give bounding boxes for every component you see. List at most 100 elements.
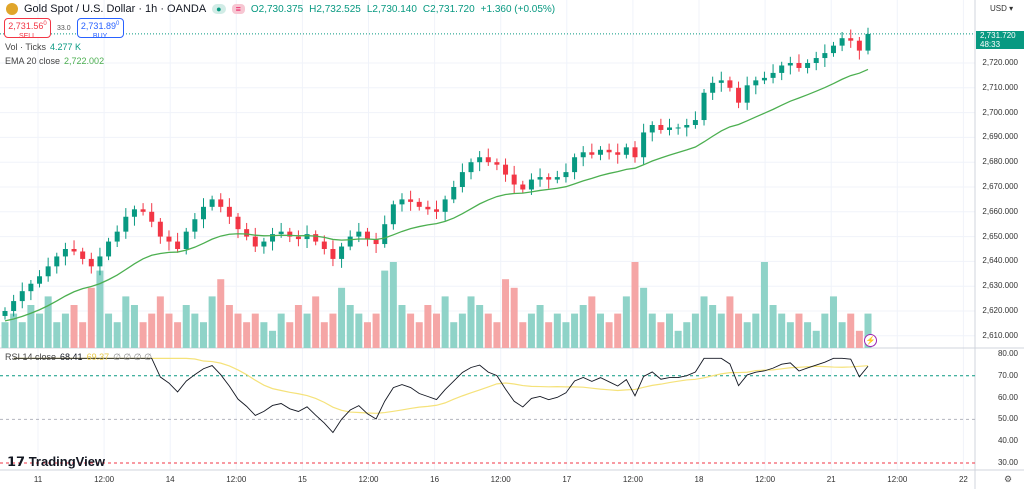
volume-bar	[424, 305, 432, 348]
candle-body	[382, 224, 388, 245]
candle-body	[192, 219, 198, 232]
volume-bar	[303, 313, 311, 348]
sell-button[interactable]: 2,731.560 SELL	[4, 18, 51, 40]
volume-bar	[355, 313, 363, 348]
tradingview-logo[interactable]: 𝟭𝟳 TradingView	[7, 454, 105, 470]
sell-price-sup: 0	[43, 21, 47, 27]
volume-bar	[79, 322, 87, 348]
candle-body	[175, 241, 181, 249]
volume-bar	[640, 287, 648, 348]
spread: 33.0	[57, 24, 71, 32]
volume-bar	[70, 305, 78, 348]
candle-body	[632, 147, 638, 158]
volume-bar	[363, 322, 371, 348]
time-axis-label: 12:00	[887, 475, 908, 484]
candle-body	[157, 221, 163, 237]
ema-legend[interactable]: EMA 20 close 2,722.002	[5, 56, 104, 66]
candle-body	[37, 276, 43, 284]
volume-bar	[96, 270, 104, 348]
candle-body	[200, 206, 206, 220]
price-axis-label: 2,700.000	[982, 107, 1018, 117]
candle-body	[45, 266, 51, 277]
volume-bar	[338, 287, 346, 348]
rsi-legend[interactable]: RSI 14 close 68.41 69.37 ∅ ∅ ∅ ∅	[5, 352, 152, 363]
candle-body	[434, 209, 439, 212]
volume-bar	[346, 305, 354, 348]
candle-body	[546, 177, 552, 180]
currency-selector[interactable]: USD ▾	[990, 4, 1014, 13]
volume-bar	[18, 322, 26, 348]
candle-body	[364, 231, 370, 240]
candle-body	[830, 45, 836, 54]
menu-icon[interactable]: ≡	[231, 4, 245, 14]
candle-body	[304, 234, 310, 240]
volume-bar	[855, 330, 863, 348]
volume-bar	[441, 296, 449, 348]
candle-body	[779, 65, 785, 73]
candle-body	[554, 177, 560, 180]
settings-gear-icon[interactable]: ⚙	[1004, 474, 1013, 484]
rsi-axis-label: 80.00	[997, 349, 1018, 358]
volume-bar	[217, 279, 225, 348]
volume-bar	[657, 322, 665, 348]
volume-bar	[476, 305, 484, 348]
candle-body	[856, 40, 862, 51]
candle-body	[261, 241, 267, 247]
price-axis-label: 2,620.000	[982, 306, 1018, 315]
candle-body	[278, 231, 284, 235]
candle-body	[770, 72, 776, 78]
price-axis-label: 2,650.000	[982, 231, 1018, 241]
candle-body	[235, 216, 241, 230]
time-axis-label: 15	[297, 475, 307, 484]
volume-bar	[605, 322, 613, 348]
candle-body	[287, 231, 293, 237]
volume-bar	[381, 270, 389, 348]
volume-bar	[286, 322, 294, 348]
rsi-axis-label: 60.00	[997, 392, 1018, 402]
buy-price-sup: 0	[115, 21, 120, 27]
candle-body	[563, 172, 569, 178]
volume-bar	[588, 296, 596, 348]
market-status-icon[interactable]: ●	[212, 4, 226, 14]
volume-bar	[709, 305, 717, 348]
volume-bar	[113, 322, 121, 348]
time-axis-label: 12:00	[358, 475, 379, 484]
volume-bar	[743, 322, 751, 348]
lightning-icon[interactable]: ⚡	[864, 334, 877, 347]
volume-legend[interactable]: Vol · Ticks 4.277 K	[5, 42, 81, 52]
buy-label: BUY	[92, 33, 108, 40]
buy-button[interactable]: 2,731.890 BUY	[76, 18, 124, 40]
time-axis-label: 12:00	[755, 475, 776, 484]
volume-bar	[484, 313, 492, 348]
candle-body	[339, 246, 345, 259]
candle-body	[425, 206, 431, 210]
volume-bar	[467, 296, 475, 348]
volume-bar	[596, 313, 604, 348]
time-axis-label: 12:00	[622, 475, 643, 484]
volume-bar	[778, 313, 786, 348]
volume-bar	[372, 313, 380, 348]
time-axis-label: 17	[562, 475, 572, 484]
volume-bar	[519, 322, 527, 348]
rsi-axis-label: 50.00	[997, 414, 1018, 424]
volume-bar	[156, 296, 164, 348]
candle-body	[753, 80, 759, 86]
candle-body	[123, 216, 129, 232]
volume-bar	[847, 313, 855, 348]
volume-bar	[329, 313, 337, 348]
ohlc-low: L2,730.140	[366, 3, 417, 15]
candle-body	[736, 87, 742, 103]
volume-bar	[294, 305, 302, 348]
candle-body	[442, 199, 448, 212]
volume-bar	[105, 313, 113, 348]
current-price-tag: 2,731.720 48:33	[976, 31, 1024, 49]
volume-bar	[243, 322, 251, 348]
currency-label: USD	[990, 4, 1007, 13]
volume-bar	[191, 313, 199, 348]
candle-body	[408, 199, 414, 202]
symbol-title[interactable]: Gold Spot / U.S. Dollar · 1h · OANDA	[24, 3, 207, 15]
price-axis-label: 2,720.000	[982, 58, 1018, 67]
candle-body	[19, 291, 25, 302]
volume-bar	[812, 330, 820, 348]
